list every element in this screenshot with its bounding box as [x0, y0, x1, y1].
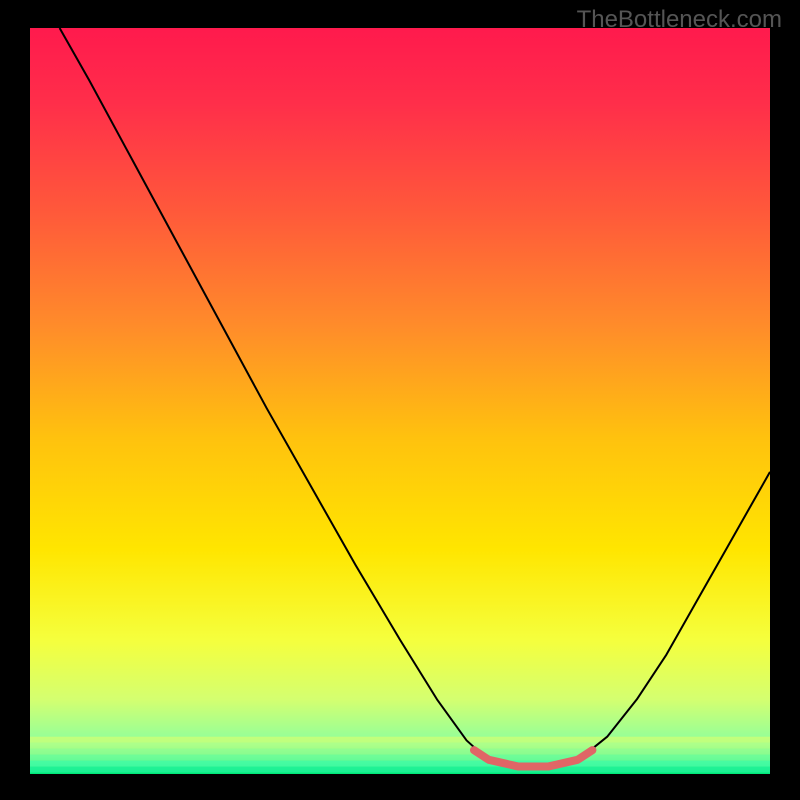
bottom-band-stripe — [30, 737, 770, 743]
gradient-background — [30, 28, 770, 774]
bottom-band-stripe — [30, 749, 770, 755]
bottom-band-stripe — [30, 773, 770, 774]
plot-svg — [30, 28, 770, 774]
watermark-text: TheBottleneck.com — [577, 6, 782, 34]
chart-container: TheBottleneck.com — [0, 0, 800, 800]
bottom-band-stripe — [30, 755, 770, 761]
bottom-band-stripe — [30, 743, 770, 749]
bottom-band-stripe — [30, 767, 770, 773]
bottom-band-stripe — [30, 761, 770, 767]
